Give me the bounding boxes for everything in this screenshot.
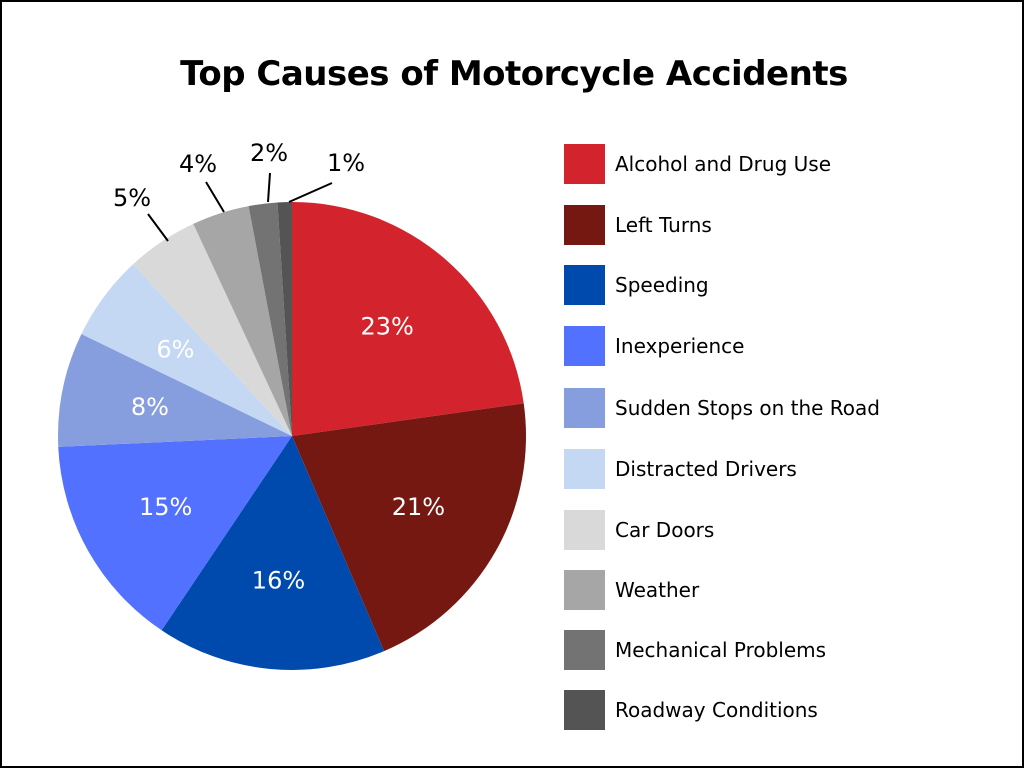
leader-line-mechanical-problems [267,172,271,203]
pie-slice-distracted-drivers [81,264,292,436]
slice-label-speeding: 16% [252,566,305,594]
pie-slice-alcohol-and-drug-use [292,202,524,436]
legend-label: Roadway Conditions [615,698,818,722]
slice-label-alcohol-and-drug-use: 23% [360,312,413,340]
legend-item-car-doors: Car Doors [564,510,1004,550]
legend-label: Car Doors [615,518,715,542]
leader-line-roadway-conditions [288,182,333,203]
legend-swatch [564,205,605,245]
legend-label: Distracted Drivers [615,457,797,481]
legend-label: Left Turns [615,213,712,237]
pie-slice-car-doors [133,223,292,436]
legend-item-inexperience: Inexperience [564,326,1004,366]
slice-label-left-turns: 21% [392,493,445,521]
slice-label-mechanical-problems: 2% [250,139,288,167]
slice-label-inexperience: 15% [139,493,192,521]
legend-swatch [564,570,605,610]
legend-swatch [564,630,605,670]
pie-slice-weather [193,206,292,436]
legend-label: Inexperience [615,334,745,358]
legend-item-weather: Weather [564,570,1004,610]
slice-label-sudden-stops-on-the-road: 8% [131,393,169,421]
pie-slice-inexperience [58,436,292,631]
legend-item-left-turns: Left Turns [564,205,1004,245]
legend-swatch [564,690,605,730]
legend-label: Alcohol and Drug Use [615,152,831,176]
legend-item-distracted-drivers: Distracted Drivers [564,449,1004,489]
slice-label-distracted-drivers: 6% [156,336,194,364]
legend-swatch [564,449,605,489]
legend-item-speeding: Speeding [564,265,1004,305]
pie-slice-mechanical-problems [248,202,292,436]
legend-label: Weather [615,578,700,602]
legend-label: Mechanical Problems [615,638,827,662]
leader-line-weather [205,181,225,213]
legend-item-mechanical-problems: Mechanical Problems [564,630,1004,670]
pie-slice-left-turns [292,403,526,652]
leader-line-car-doors [147,213,169,242]
legend-swatch [564,510,605,550]
legend-item-roadway-conditions: Roadway Conditions [564,690,1004,730]
slice-label-roadway-conditions: 1% [327,149,365,177]
pie-slice-sudden-stops-on-the-road [58,334,292,447]
legend-label: Sudden Stops on the Road [615,396,880,420]
pie-slice-roadway-conditions [277,202,292,436]
legend-item-sudden-stops-on-the-road: Sudden Stops on the Road [564,388,1004,428]
chart-title: Top Causes of Motorcycle Accidents [180,54,848,94]
legend-item-alcohol-and-drug-use: Alcohol and Drug Use [564,144,1004,184]
slice-label-car-doors: 5% [113,184,151,212]
legend-swatch [564,388,605,428]
legend-swatch [564,144,605,184]
legend-swatch [564,265,605,305]
legend-swatch [564,326,605,366]
pie-slice-speeding [161,436,385,670]
slice-label-weather: 4% [179,150,217,178]
legend-label: Speeding [615,273,709,297]
